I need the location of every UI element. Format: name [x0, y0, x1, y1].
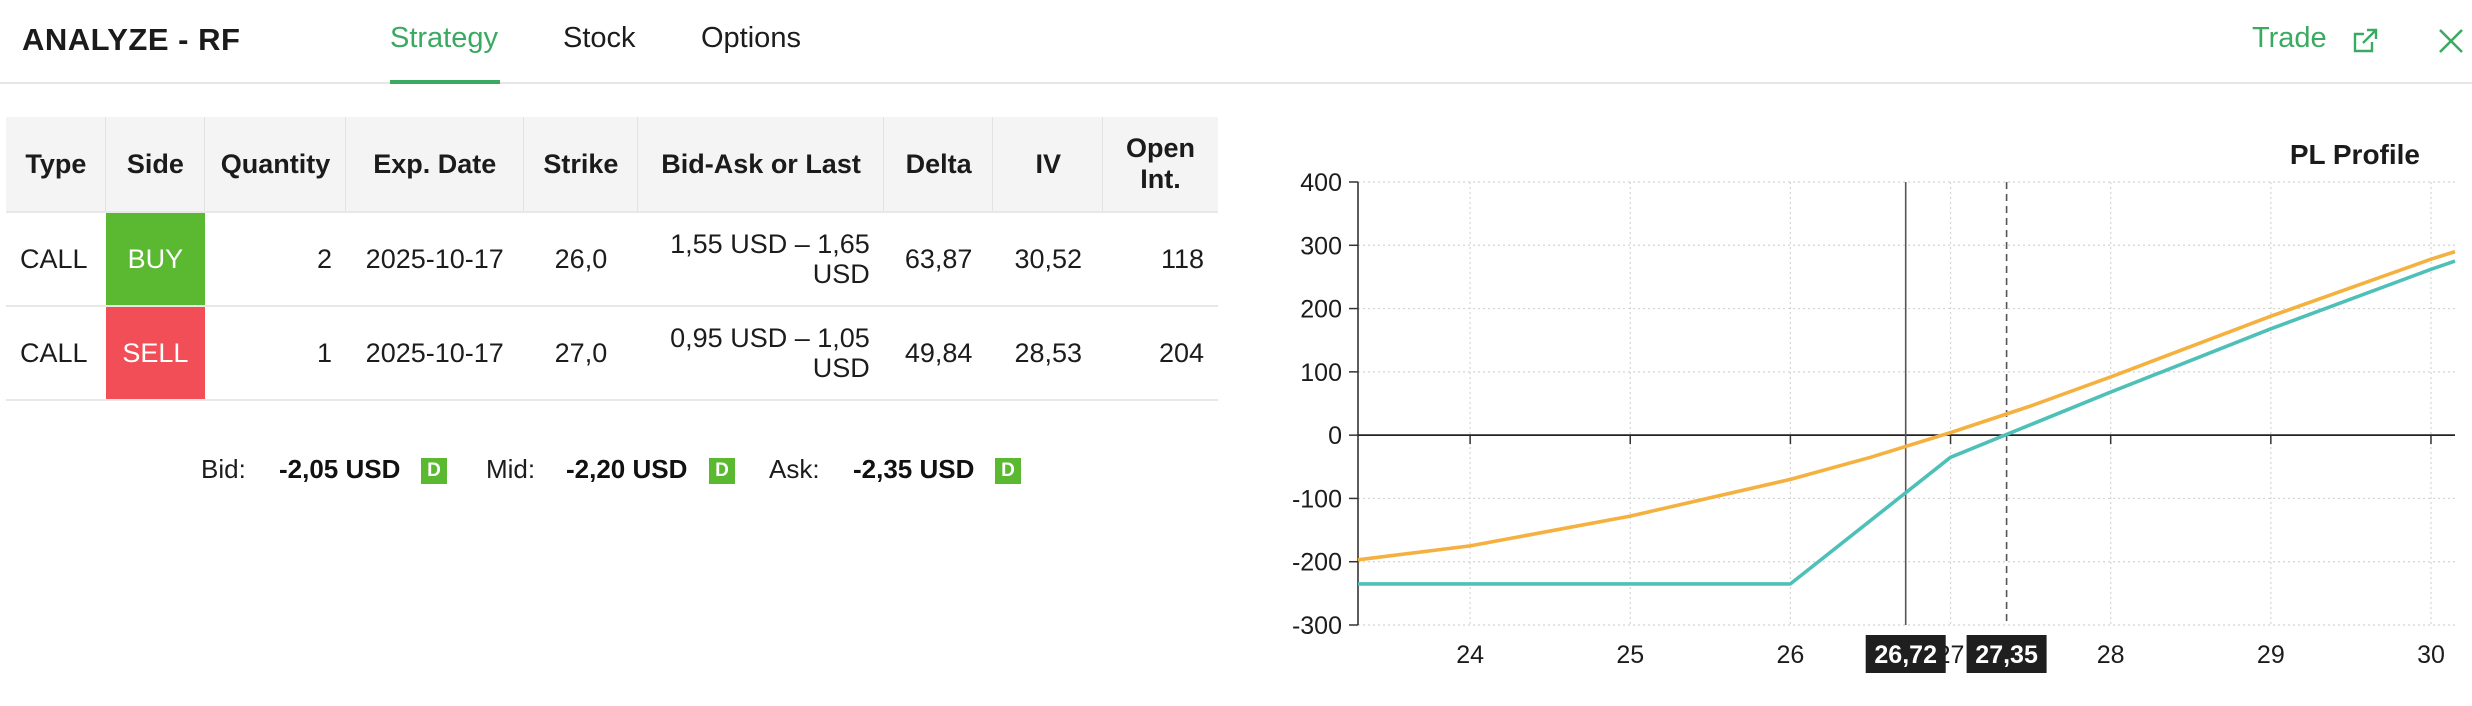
tab-strategy[interactable]: Strategy [390, 22, 498, 54]
x-tick-label: 24 [1456, 641, 1484, 669]
pl-series-line [1358, 259, 2456, 586]
tab-stock[interactable]: Stock [563, 22, 636, 54]
close-icon[interactable] [2436, 26, 2466, 56]
x-tick-label: 26 [1776, 641, 1804, 669]
marker-label: 26,72 [1874, 641, 1937, 669]
col-header-type: Type [6, 117, 106, 213]
bid-value: -2,05 USD [279, 454, 401, 484]
active-tab-indicator [390, 80, 500, 84]
col-header-strike: Strike [523, 117, 639, 213]
side-badge-buy[interactable]: BUY [105, 212, 205, 307]
y-tick-label: 400 [1300, 169, 1342, 197]
y-tick-label: 200 [1300, 296, 1342, 324]
col-header-delta: Delta [883, 117, 994, 213]
col-header-side: Side [105, 117, 205, 213]
table-row: CALL BUY 2 2025-10-17 26,0 1,55 USD – 1,… [6, 212, 1218, 307]
pl-series-line [1357, 249, 2456, 562]
debit-badge: D [995, 458, 1021, 484]
col-header-exp-date: Exp. Date [345, 117, 524, 213]
leg-exp-date: 2025-10-17 [345, 306, 524, 401]
leg-open-int: 118 [1103, 212, 1218, 307]
header-bar: ANALYZE - RF Strategy Stock Options Trad… [0, 0, 2472, 84]
mid-label: Mid: [486, 454, 536, 484]
tab-options[interactable]: Options [701, 22, 801, 54]
marker-label-box [1966, 635, 2047, 673]
col-header-quantity: Quantity [204, 117, 346, 213]
leg-quantity: 2 [204, 212, 346, 307]
leg-bid-ask: 0,95 USD – 1,05 USD [638, 306, 884, 401]
leg-strike: 26,0 [523, 212, 639, 307]
leg-iv: 30,52 [993, 212, 1104, 307]
chart-title: PL Profile [2290, 139, 2420, 170]
y-tick-label: -300 [1292, 612, 1342, 640]
table-row: CALL SELL 1 2025-10-17 27,0 0,95 USD – 1… [6, 306, 1218, 401]
y-tick-label: -200 [1292, 549, 1342, 577]
leg-strike: 27,0 [523, 306, 639, 401]
debit-badge: D [709, 458, 735, 484]
trade-button[interactable]: Trade [2252, 22, 2327, 54]
leg-delta: 63,87 [883, 212, 994, 307]
bid-label: Bid: [201, 454, 246, 484]
col-header-bid-ask: Bid-Ask or Last [638, 117, 884, 213]
debit-badge: D [421, 458, 447, 484]
table-header-row: Type Side Quantity Exp. Date Strike Bid-… [6, 117, 1218, 213]
leg-type: CALL [6, 306, 106, 401]
y-tick-label: 300 [1300, 232, 1342, 260]
marker-label: 27,35 [1975, 641, 2038, 669]
mid-value: -2,20 USD [566, 454, 688, 484]
col-header-iv: IV [993, 117, 1104, 213]
ask-label: Ask: [769, 454, 820, 484]
page-title: ANALYZE - RF [22, 22, 241, 57]
marker-label-box [1865, 635, 1946, 673]
leg-open-int: 204 [1103, 306, 1218, 401]
x-tick-label: 25 [1616, 641, 1644, 669]
leg-type: CALL [6, 212, 106, 307]
ask-value: -2,35 USD [853, 454, 975, 484]
x-tick-label: 30 [2417, 641, 2445, 669]
y-tick-label: 100 [1300, 359, 1342, 387]
price-summary: Bid: -2,05 USD D Mid: -2,20 USD D Ask: -… [0, 452, 1218, 492]
leg-quantity: 1 [204, 306, 346, 401]
leg-bid-ask: 1,55 USD – 1,65 USD [638, 212, 884, 307]
leg-iv: 28,53 [993, 306, 1104, 401]
x-tick-label: 29 [2257, 641, 2285, 669]
external-link-icon[interactable] [2350, 26, 2380, 56]
col-header-open-int: Open Int. [1103, 117, 1218, 213]
strategy-legs-table: Type Side Quantity Exp. Date Strike Bid-… [6, 117, 1218, 401]
x-tick-label: 28 [2097, 641, 2125, 669]
side-badge-sell[interactable]: SELL [105, 306, 205, 401]
leg-delta: 49,84 [883, 306, 994, 401]
y-tick-label: -100 [1292, 485, 1342, 513]
leg-exp-date: 2025-10-17 [345, 212, 524, 307]
y-tick-label: 0 [1328, 422, 1342, 450]
